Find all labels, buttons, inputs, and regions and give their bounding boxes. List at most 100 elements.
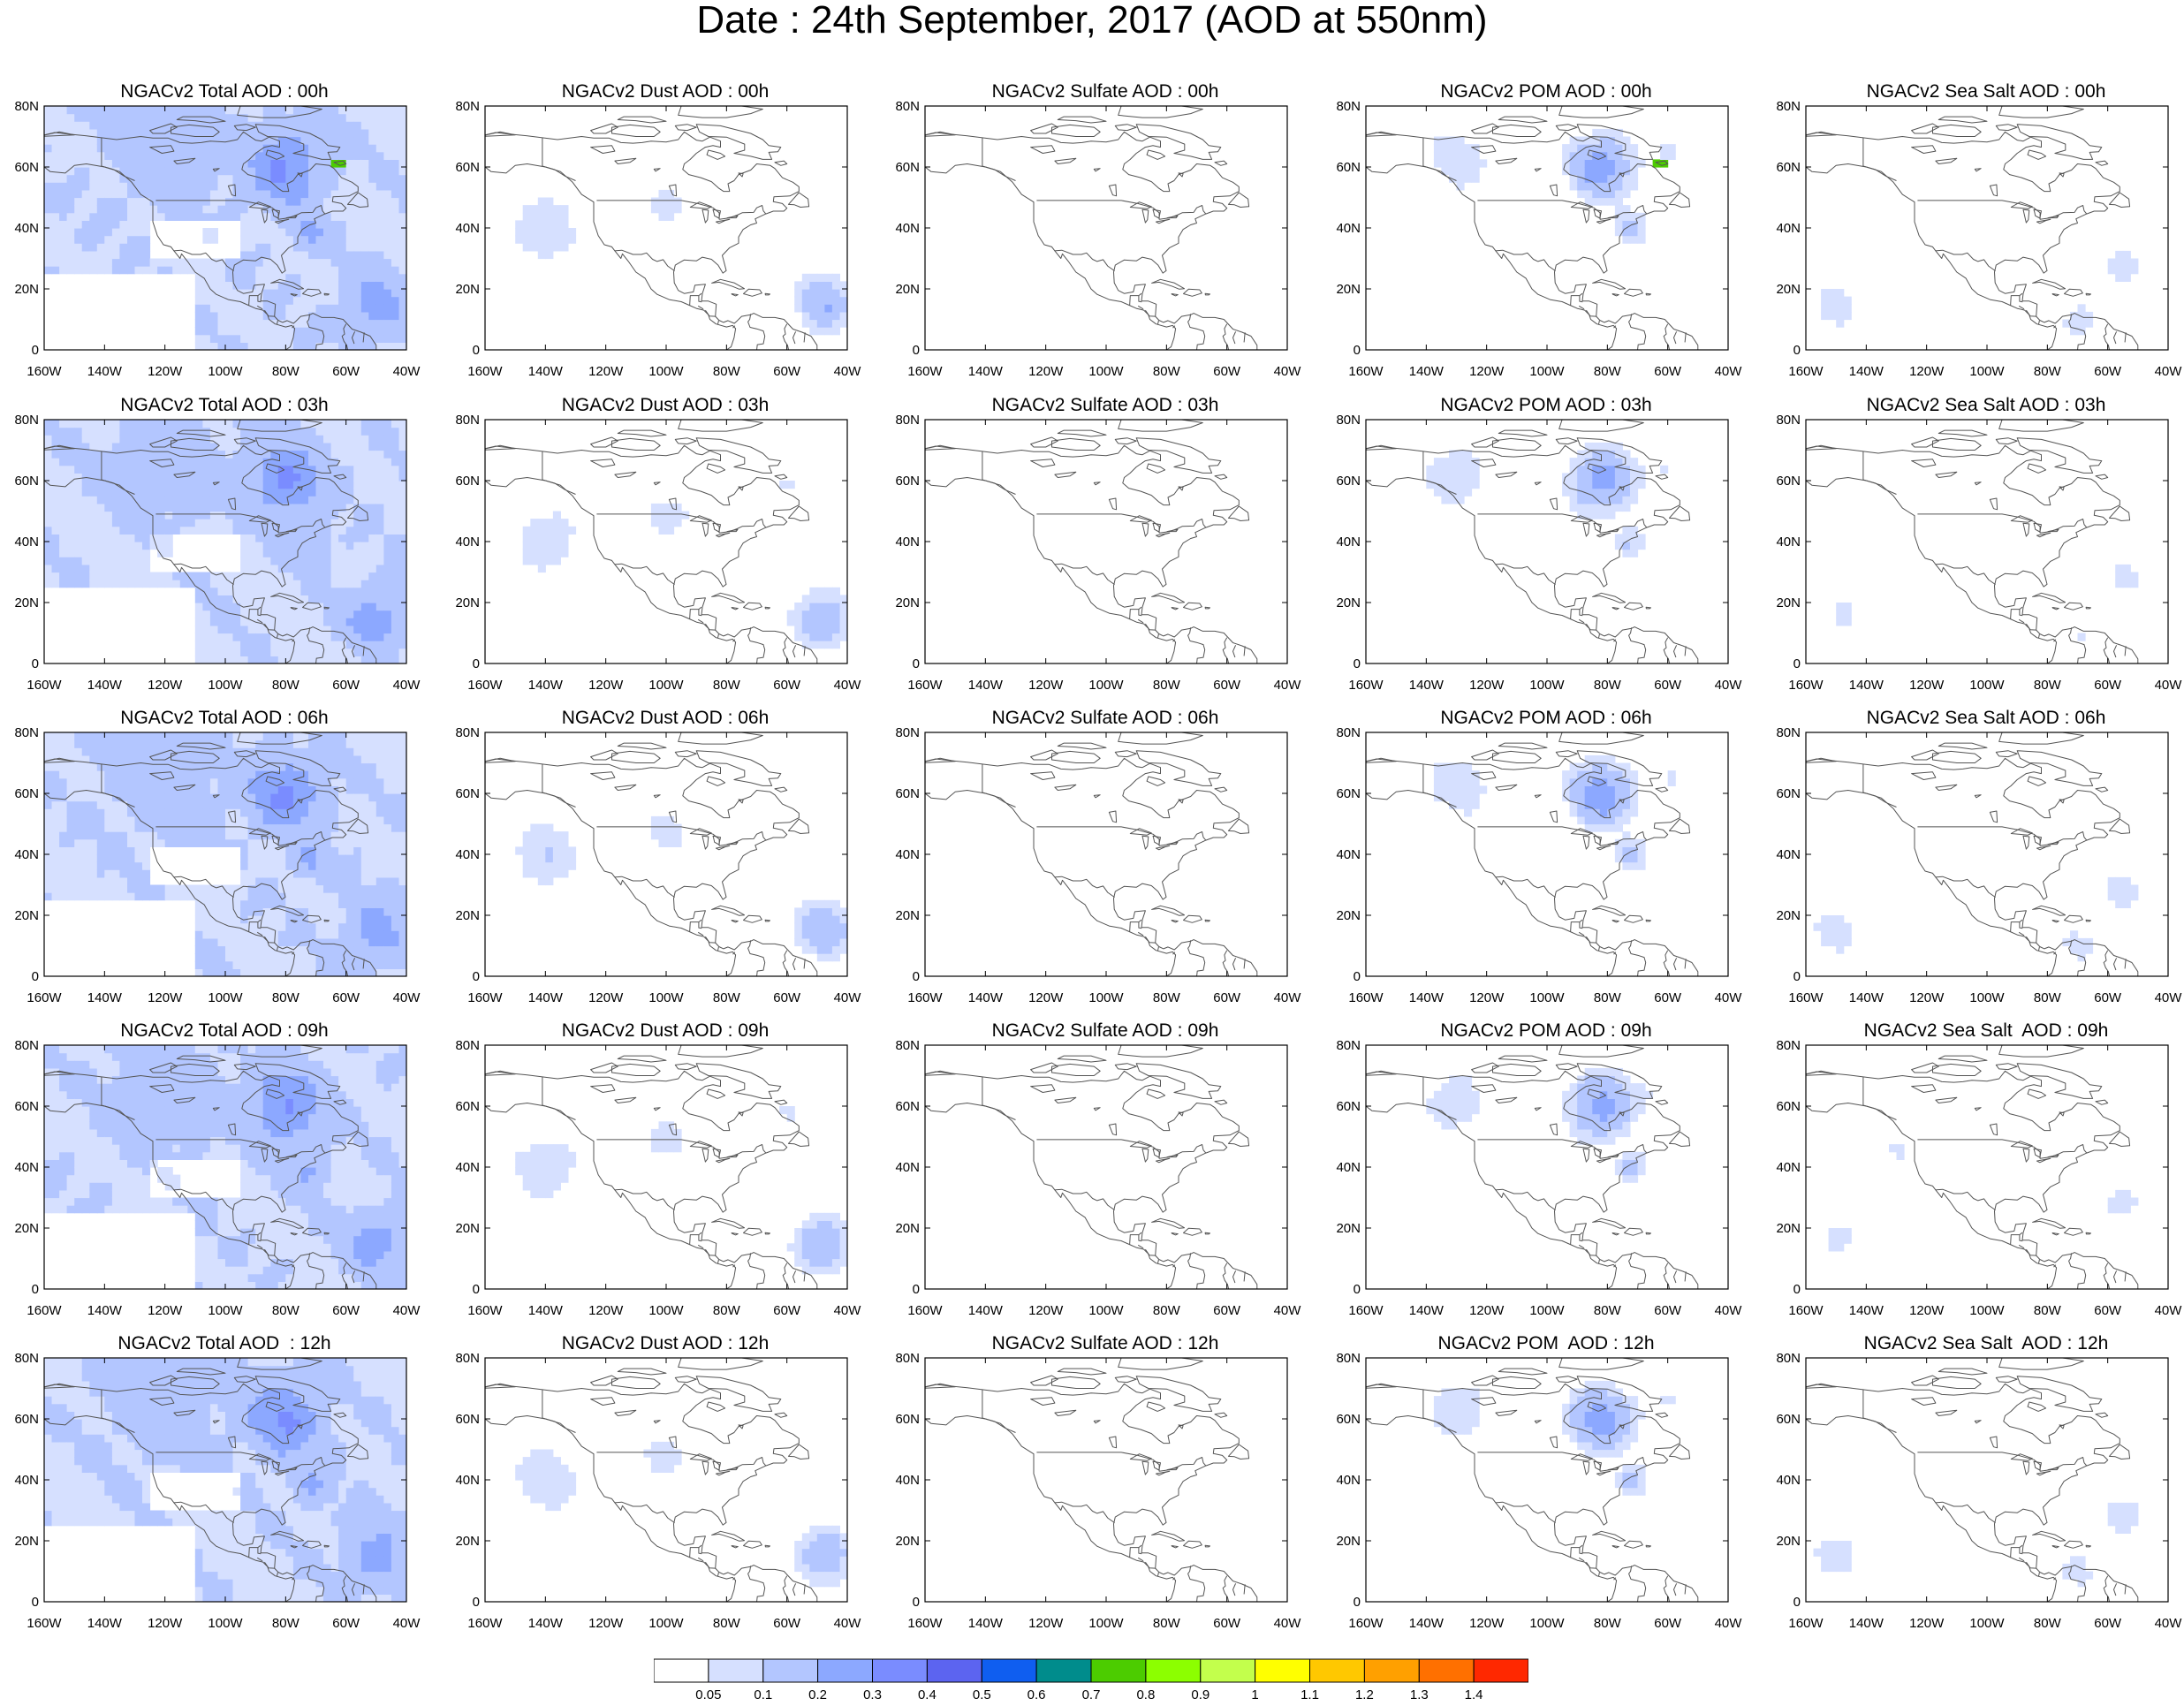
lon-tick-label: 160W [1348,1616,1384,1631]
lon-tick-label: 140W [87,364,123,379]
lon-tick-label: 60W [773,678,801,693]
lon-tick-label: 40W [393,678,421,693]
lon-tick-label: 120W [1469,364,1505,379]
lon-tick-label: 40W [834,1616,862,1631]
lon-tick-label: 160W [27,1616,62,1631]
lon-tick-label: 40W [1274,1303,1302,1318]
lon-tick-label: 40W [1715,1616,1743,1631]
lon-tick-label: 40W [393,990,421,1005]
lat-tick-label: 20N [1336,1221,1361,1236]
lat-tick-label: 0 [913,343,920,358]
lon-tick-label: 40W [1274,678,1302,693]
lat-tick-label: 0 [32,656,39,671]
lon-tick-label: 100W [1529,678,1565,693]
lon-tick-label: 100W [208,1616,243,1631]
panel-title: NGACv2 Sea Salt AOD : 12h [1765,1333,2184,1354]
panel-title: NGACv2 Sulfate AOD : 12h [884,1333,1326,1354]
lon-tick-label: 100W [208,1303,243,1318]
lon-tick-label: 100W [1529,364,1565,379]
lon-tick-label: 120W [1909,678,1945,693]
lon-tick-label: 80W [2034,1616,2062,1631]
lat-tick-label: 20N [895,1221,920,1236]
lat-tick-label: 0 [473,343,480,358]
lon-tick-label: 40W [1715,990,1743,1005]
lat-tick-label: 0 [32,969,39,984]
lon-tick-label: 100W [648,1303,684,1318]
lon-tick-label: 60W [332,1616,360,1631]
lat-tick-label: 40N [895,221,920,236]
lon-tick-label: 140W [1409,1303,1445,1318]
lon-tick-label: 60W [2094,1616,2122,1631]
lon-tick-label: 140W [528,678,564,693]
lon-tick-label: 40W [1715,364,1743,379]
lon-tick-label: 40W [393,1303,421,1318]
lon-tick-label: 160W [1348,1303,1384,1318]
lon-tick-label: 120W [1028,990,1064,1005]
lon-tick-label: 100W [1969,1303,2005,1318]
lon-tick-label: 40W [2155,678,2183,693]
lon-tick-label: 40W [393,1616,421,1631]
lon-tick-label: 80W [272,364,300,379]
lon-tick-label: 140W [528,1303,564,1318]
lon-tick-label: 80W [272,1616,300,1631]
lon-tick-label: 80W [713,990,741,1005]
panel-title: NGACv2 Sulfate AOD : 06h [884,708,1326,729]
lat-tick-label: 40N [14,1473,39,1488]
lon-tick-label: 80W [713,1616,741,1631]
lat-tick-label: 0 [1793,969,1801,984]
colorbar-swatch [763,1659,818,1682]
lat-tick-label: 40N [895,1160,920,1175]
lon-tick-label: 40W [834,1303,862,1318]
lon-tick-label: 120W [588,364,624,379]
lat-tick-label: 60N [14,1412,39,1427]
lon-tick-label: 100W [1969,1616,2005,1631]
lat-tick-label: 0 [1354,1282,1361,1297]
panel-title: NGACv2 POM AOD : 09h [1325,1020,1767,1042]
lat-tick-label: 0 [1793,1595,1801,1610]
lat-tick-label: 60N [455,474,480,489]
lon-tick-label: 140W [1849,678,1884,693]
panel-title: NGACv2 POM AOD : 00h [1325,81,1767,102]
lon-tick-label: 160W [467,364,503,379]
lon-tick-label: 140W [1849,1616,1884,1631]
lon-tick-label: 160W [907,990,943,1005]
lat-tick-label: 20N [895,282,920,297]
colorbar-swatch [1091,1659,1146,1682]
lon-tick-label: 140W [1409,1616,1445,1631]
lon-tick-label: 140W [1409,364,1445,379]
lon-tick-label: 60W [1213,1303,1241,1318]
lon-tick-label: 140W [528,364,564,379]
lat-tick-label: 20N [455,282,480,297]
lon-tick-label: 140W [1849,364,1884,379]
panel-title: NGACv2 Sea Salt AOD : 09h [1765,1020,2184,1042]
lon-tick-label: 160W [467,1303,503,1318]
lat-tick-label: 60N [1336,160,1361,175]
lon-tick-label: 120W [588,1616,624,1631]
colorbar-swatch [1419,1659,1474,1682]
lon-tick-label: 60W [1213,990,1241,1005]
lon-tick-label: 120W [1469,1303,1505,1318]
lat-tick-label: 40N [1336,1160,1361,1175]
lat-tick-label: 60N [455,786,480,801]
lon-tick-label: 100W [208,678,243,693]
lat-tick-label: 60N [1776,786,1801,801]
colorbar-label: 0.7 [1082,1687,1101,1702]
lon-tick-label: 40W [2155,1303,2183,1318]
lat-tick-label: 40N [14,221,39,236]
lat-tick-label: 60N [14,1099,39,1114]
lon-tick-label: 80W [2034,364,2062,379]
